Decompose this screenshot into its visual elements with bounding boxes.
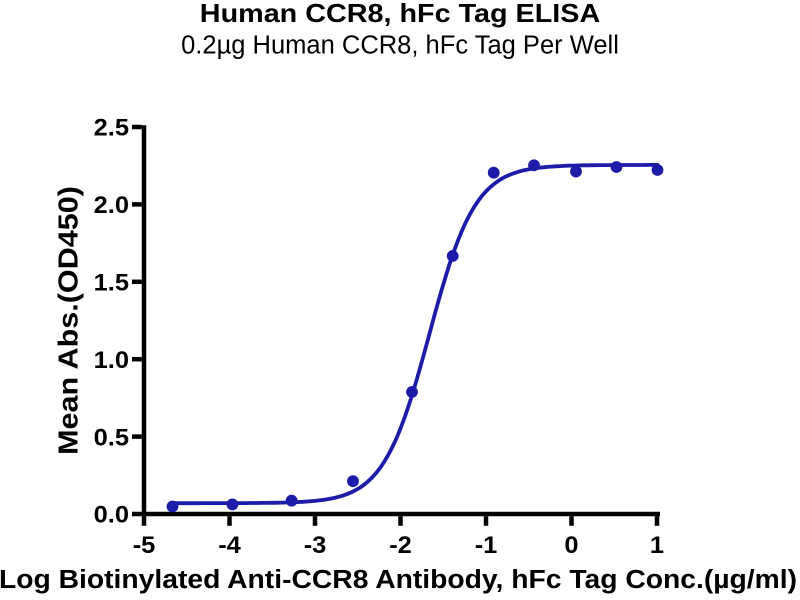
svg-text:-4: -4 (218, 533, 241, 559)
svg-text:Human CCR8, hFc Tag ELISA: Human CCR8, hFc Tag ELISA (200, 0, 601, 28)
svg-text:-2: -2 (389, 533, 412, 559)
svg-text:0.2µg Human CCR8, hFc Tag Per: 0.2µg Human CCR8, hFc Tag Per Well (181, 31, 619, 59)
svg-text:0.5: 0.5 (94, 425, 130, 451)
svg-text:Log Biotinylated Anti-CCR8 Ant: Log Biotinylated Anti-CCR8 Antibody, hFc… (0, 565, 797, 593)
svg-text:-3: -3 (304, 533, 327, 559)
svg-text:2.0: 2.0 (94, 193, 129, 219)
svg-text:-5: -5 (133, 533, 156, 559)
svg-text:1.0: 1.0 (94, 348, 129, 374)
svg-text:-1: -1 (475, 533, 498, 559)
svg-text:1.5: 1.5 (94, 270, 130, 296)
svg-text:Mean Abs.(OD450): Mean Abs.(OD450) (53, 186, 85, 455)
svg-text:2.5: 2.5 (94, 115, 130, 141)
svg-text:1: 1 (650, 533, 664, 559)
svg-text:0: 0 (564, 533, 578, 559)
svg-text:0.0: 0.0 (94, 502, 129, 528)
